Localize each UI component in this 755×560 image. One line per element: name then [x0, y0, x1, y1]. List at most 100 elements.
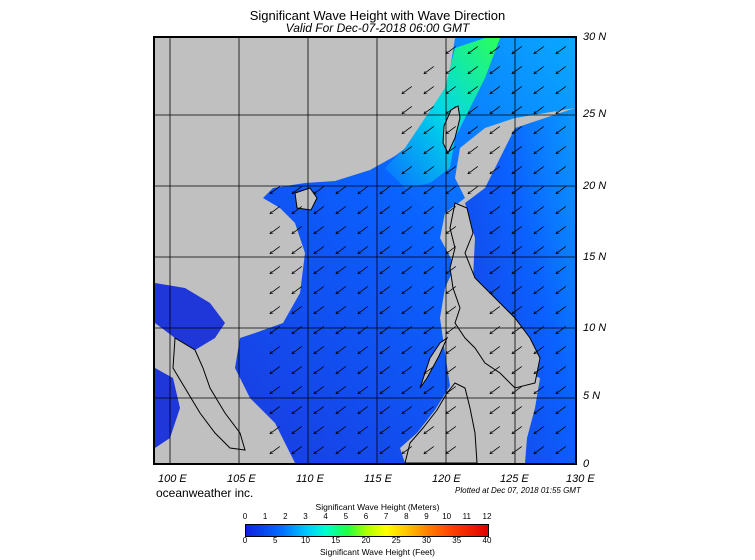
- wave-arrow: [468, 126, 479, 133]
- colorbar-meters-tick: 11: [462, 512, 471, 521]
- colorbar-meters-tick: 6: [363, 512, 369, 521]
- colorbar-feet-title: Significant Wave Height (Feet): [320, 547, 435, 557]
- wave-arrow: [270, 266, 281, 273]
- wave-arrow: [424, 306, 435, 313]
- wave-arrow: [292, 206, 303, 213]
- wave-arrow: [534, 246, 545, 253]
- wave-arrow: [446, 166, 457, 173]
- wave-arrow: [424, 146, 435, 153]
- wave-arrow: [446, 126, 457, 133]
- colorbar-feet-tick: 25: [391, 536, 401, 545]
- wave-arrow: [512, 426, 523, 433]
- wave-arrow: [490, 186, 501, 193]
- wave-arrow: [402, 386, 413, 393]
- wave-arrow: [336, 266, 347, 273]
- wave-arrow: [534, 226, 545, 233]
- wave-arrow: [424, 166, 435, 173]
- wave-arrow: [380, 346, 391, 353]
- wave-arrow: [424, 186, 435, 193]
- colorbar-meters-tick: 12: [482, 512, 492, 521]
- wave-arrow: [380, 386, 391, 393]
- wave-arrow: [512, 126, 523, 133]
- wave-arrow: [534, 426, 545, 433]
- credit-text: oceanweather inc.: [156, 486, 254, 500]
- wave-arrow: [556, 306, 567, 313]
- wave-arrow: [402, 186, 413, 193]
- wave-arrow: [292, 386, 303, 393]
- wave-arrow: [424, 386, 435, 393]
- wave-arrow: [534, 326, 545, 333]
- wave-arrow: [512, 66, 523, 73]
- wave-arrow: [556, 86, 567, 93]
- wave-arrow: [468, 46, 479, 53]
- wave-arrow: [270, 426, 281, 433]
- wave-arrow: [556, 326, 567, 333]
- wave-arrow: [336, 446, 347, 453]
- wave-arrow: [402, 126, 413, 133]
- wave-arrow: [534, 446, 545, 453]
- colorbar-meters-tick: 10: [442, 512, 452, 521]
- colorbar-meters-tick: 1: [262, 512, 268, 521]
- wave-arrow: [490, 266, 501, 273]
- lon-label-115e: 115 E: [364, 473, 392, 485]
- wave-arrow: [424, 206, 435, 213]
- wave-arrow: [292, 226, 303, 233]
- wave-arrow: [380, 406, 391, 413]
- wave-arrow: [402, 406, 413, 413]
- wave-arrow: [270, 246, 281, 253]
- wave-arrow: [402, 206, 413, 213]
- colorbar-gradient: [245, 524, 489, 537]
- lat-label-25n: 25 N: [583, 108, 607, 120]
- lon-label-130e: 130 E: [566, 473, 595, 485]
- wave-arrow: [270, 286, 281, 293]
- wave-arrow: [402, 246, 413, 253]
- wave-arrow: [314, 406, 325, 413]
- wave-arrow: [292, 286, 303, 293]
- wave-arrow: [336, 186, 347, 193]
- colorbar-feet-tick: 20: [361, 536, 371, 545]
- wave-arrow: [556, 246, 567, 253]
- pacific-sea: [465, 38, 575, 463]
- wave-arrow: [556, 286, 567, 293]
- wave-arrow: [314, 306, 325, 313]
- wave-arrow: [402, 226, 413, 233]
- wave-arrow: [512, 106, 523, 113]
- wave-arrow: [446, 226, 457, 233]
- wave-arrow: [490, 286, 501, 293]
- wave-arrow: [534, 346, 545, 353]
- wave-arrow: [490, 226, 501, 233]
- wave-arrow: [424, 246, 435, 253]
- wave-arrow: [490, 426, 501, 433]
- wave-arrow: [556, 226, 567, 233]
- colorbar-meters-tick: 8: [404, 512, 409, 521]
- colorbar-meters-tick: 9: [424, 512, 429, 521]
- wave-arrow: [446, 46, 457, 53]
- wave-arrow: [402, 286, 413, 293]
- map-subtitle: Valid For Dec-07-2018 06:00 GMT: [285, 21, 470, 35]
- wave-arrow: [424, 266, 435, 273]
- wave-arrow: [424, 406, 435, 413]
- wave-arrow: [534, 46, 545, 53]
- wave-arrow: [292, 426, 303, 433]
- wave-arrow: [402, 306, 413, 313]
- wave-arrow: [314, 206, 325, 213]
- colorbar-feet-tick: 30: [422, 536, 431, 545]
- wave-arrow: [424, 326, 435, 333]
- wave-arrow: [380, 306, 391, 313]
- malay-peninsula: [172, 337, 246, 451]
- wave-arrow: [358, 286, 369, 293]
- wave-arrow: [314, 186, 325, 193]
- wave-arrow: [534, 66, 545, 73]
- wave-arrow: [468, 66, 479, 73]
- wave-arrow: [424, 366, 435, 373]
- wave-arrow: [490, 246, 501, 253]
- wave-arrow: [270, 406, 281, 413]
- lon-label-105e: 105 E: [227, 473, 256, 485]
- wave-arrow: [424, 126, 435, 133]
- wave-arrow: [534, 126, 545, 133]
- wave-arrow: [556, 146, 567, 153]
- wave-arrow: [446, 426, 457, 433]
- lon-label-110e: 110 E: [296, 473, 324, 485]
- wave-arrow: [336, 386, 347, 393]
- wave-arrow: [446, 86, 457, 93]
